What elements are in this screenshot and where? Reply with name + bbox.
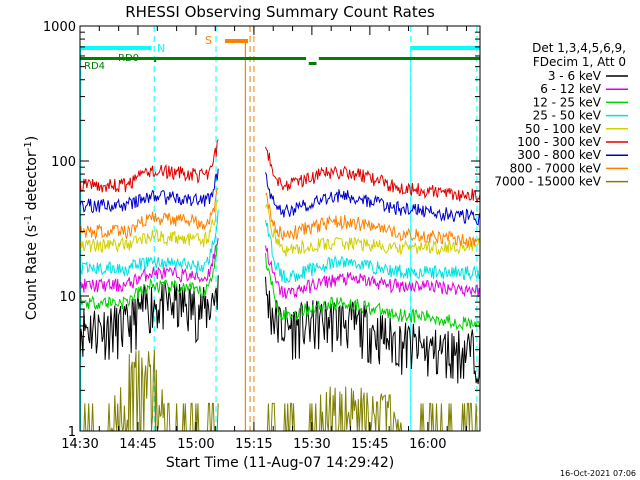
series-line-3-6-kev (80, 275, 480, 385)
series-line-50-100-kev (80, 199, 480, 257)
legend-label: 25 - 50 keV (533, 109, 602, 123)
decimation-flag-bar (318, 57, 480, 60)
x-tick-label: 14:45 (119, 437, 156, 452)
chart-title: RHESSI Observing Summary Count Rates (125, 3, 435, 21)
flag-label-n: N (157, 42, 165, 55)
night-flag-bar (410, 46, 480, 50)
y-axis-label-end: ) (24, 136, 40, 141)
x-tick-label: 16:00 (409, 437, 446, 452)
series-line-6-12-kev (80, 237, 480, 299)
y-tick-label: 10 (59, 290, 76, 305)
decimation-step (154, 57, 157, 62)
y-tick-label: 1 (68, 425, 76, 440)
legend-label: 12 - 25 keV (533, 95, 602, 109)
series-line-100-300-kev (80, 139, 480, 204)
legend-label: 300 - 800 keV (517, 148, 601, 162)
legend-label: 3 - 6 keV (548, 69, 602, 83)
y-tick-label: 100 (51, 155, 76, 170)
x-tick-label: 14:30 (61, 437, 98, 452)
flag-label-rd4: RD4 (84, 61, 105, 72)
decimation-flag-bar (80, 57, 155, 60)
x-axis-label: Start Time (11-Aug-07 14:29:42) (166, 455, 394, 471)
series-line-800-7000-kev (80, 187, 480, 249)
generated-timestamp: 16-Oct-2021 07:06 (560, 469, 636, 478)
x-tick-label: 15:30 (293, 437, 330, 452)
series-line-12-25-kev (80, 243, 480, 331)
legend-label: 50 - 100 keV (525, 122, 602, 136)
y-axis-label: Count Rate (s-1 detector-1) (23, 136, 40, 320)
decimation-flag-bar (154, 57, 307, 60)
plot-frame (79, 25, 481, 432)
legend-header-line-2: FDecim 1, Att 0 (533, 55, 626, 69)
legend: Det 1,3,4,5,6,9, FDecim 1, Att 0 3 - 6 k… (494, 41, 628, 189)
axes: 1 10 100 1000 14:30 14:45 15:00 15:15 15:30 15:45… (43, 20, 481, 452)
x-tick-label: 15:00 (177, 437, 214, 452)
y-axis-label-main: Count Rate (s (24, 225, 40, 320)
data-series (80, 139, 480, 431)
series-line-25-50-kev (80, 209, 480, 284)
legend-label: 100 - 300 keV (517, 135, 601, 149)
saa-flag-bar (224, 39, 249, 43)
legend-header-line-1: Det 1,3,4,5,6,9, (532, 41, 626, 55)
y-axis-label-detector: detector (24, 151, 40, 215)
series-line-300-800-kev (80, 168, 480, 226)
x-tick-label: 15:45 (351, 437, 388, 452)
flag-label-s: S (205, 34, 212, 47)
night-flag-bar (80, 46, 152, 50)
y-axis-label-exp1: -1 (23, 215, 34, 225)
y-axis-label-exp2: -1 (23, 141, 34, 151)
x-tick-label: 15:15 (235, 437, 272, 452)
series-line-7000-15000-kev (80, 349, 480, 431)
legend-label: 7000 - 15000 keV (494, 175, 601, 189)
legend-label: 6 - 12 keV (540, 82, 602, 96)
decimation-flag-bar (308, 62, 317, 65)
flag-label-rd0: RD0 (118, 53, 139, 64)
y-tick-label: 1000 (43, 20, 76, 35)
legend-label: 800 - 7000 keV (510, 161, 602, 175)
observing-flags: N S RD0 RD4 (80, 26, 480, 431)
